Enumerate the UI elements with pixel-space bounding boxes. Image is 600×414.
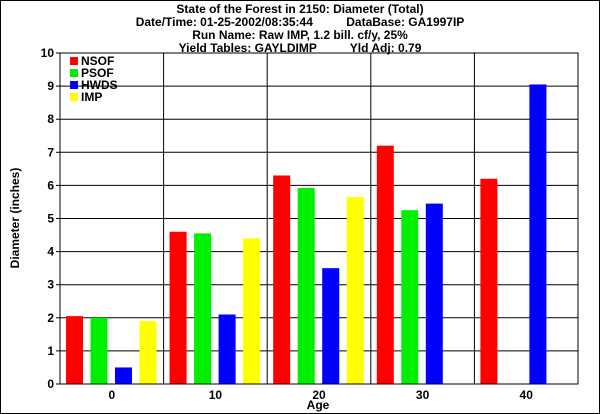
bar-nsof-10 bbox=[169, 231, 187, 384]
x-tick-label: 20 bbox=[312, 388, 326, 402]
x-tick-label: 10 bbox=[209, 388, 223, 402]
yld-adj-label: Yld Adj: 0.79 bbox=[349, 41, 422, 55]
y-tick-label: 5 bbox=[47, 212, 54, 226]
y-tick-label: 8 bbox=[47, 112, 54, 126]
legend-swatch-imp bbox=[70, 93, 78, 101]
run-name-label: Run Name: Raw IMP, 1.2 bill. cf/y, 25% bbox=[192, 28, 408, 42]
y-tick-label: 2 bbox=[47, 311, 54, 325]
chart-title: State of the Forest in 2150: Diameter (T… bbox=[176, 2, 424, 16]
legend-swatch-hwds bbox=[70, 81, 78, 89]
legend-label-imp: IMP bbox=[81, 90, 102, 104]
y-tick-label: 1 bbox=[47, 344, 54, 358]
x-axis-label: Age bbox=[307, 398, 330, 412]
legend-swatch-nsof bbox=[70, 57, 78, 65]
bar-nsof-30 bbox=[376, 145, 394, 384]
database-label: DataBase: GA1997IP bbox=[346, 15, 465, 29]
x-tick-label: 30 bbox=[416, 388, 430, 402]
tick-labels: 0 1 2 3 4 5 6 7 8 9 10 0 10 20 30 40 bbox=[41, 46, 534, 402]
y-tick-label: 7 bbox=[47, 145, 54, 159]
plot-border bbox=[59, 52, 579, 385]
legend-label-hwds: HWDS bbox=[81, 78, 118, 92]
y-tick-label: 0 bbox=[47, 377, 54, 391]
bar-imp-10 bbox=[243, 238, 261, 384]
bar-nsof-0 bbox=[66, 316, 83, 384]
bar-nsof-40 bbox=[480, 178, 498, 384]
y-tick-label: 10 bbox=[41, 46, 55, 60]
x-tick-label: 0 bbox=[108, 388, 115, 402]
datetime-label: Date/Time: 01-25-2002/08:35:44 bbox=[135, 15, 313, 29]
bar-hwds-30 bbox=[425, 203, 443, 384]
bar-hwds-40 bbox=[529, 84, 547, 384]
bar-psof-30 bbox=[401, 210, 419, 384]
bar-hwds-10 bbox=[218, 314, 236, 384]
axes bbox=[56, 52, 579, 385]
bars bbox=[66, 84, 547, 384]
bar-nsof-20 bbox=[273, 175, 291, 384]
bar-hwds-0 bbox=[115, 367, 132, 384]
bar-hwds-20 bbox=[322, 268, 340, 384]
datetime-database-line: Date/Time: 01-25-2002/08:35:44 DataBase:… bbox=[0, 15, 600, 29]
y-tick-label: 6 bbox=[47, 178, 54, 192]
bar-imp-20 bbox=[346, 196, 364, 384]
y-axis-label: Diameter (inches) bbox=[8, 168, 22, 269]
legend-swatch-psof bbox=[70, 69, 78, 77]
bar-psof-10 bbox=[194, 233, 212, 384]
y-tick-label: 4 bbox=[47, 245, 54, 259]
x-tick-label: 40 bbox=[520, 388, 534, 402]
bar-psof-0 bbox=[90, 317, 108, 384]
yield-line: Yield Tables: GAYLDIMP Yld Adj: 0.79 bbox=[0, 41, 600, 55]
bar-imp-0 bbox=[139, 321, 157, 384]
bar-psof-20 bbox=[297, 188, 315, 384]
yield-tables-label: Yield Tables: GAYLDIMP bbox=[178, 41, 317, 55]
y-tick-label: 3 bbox=[47, 278, 54, 292]
legend-label-nsof: NSOF bbox=[81, 54, 114, 68]
grid bbox=[60, 52, 578, 384]
legend-label-psof: PSOF bbox=[81, 66, 114, 80]
y-tick-label: 9 bbox=[47, 79, 54, 93]
